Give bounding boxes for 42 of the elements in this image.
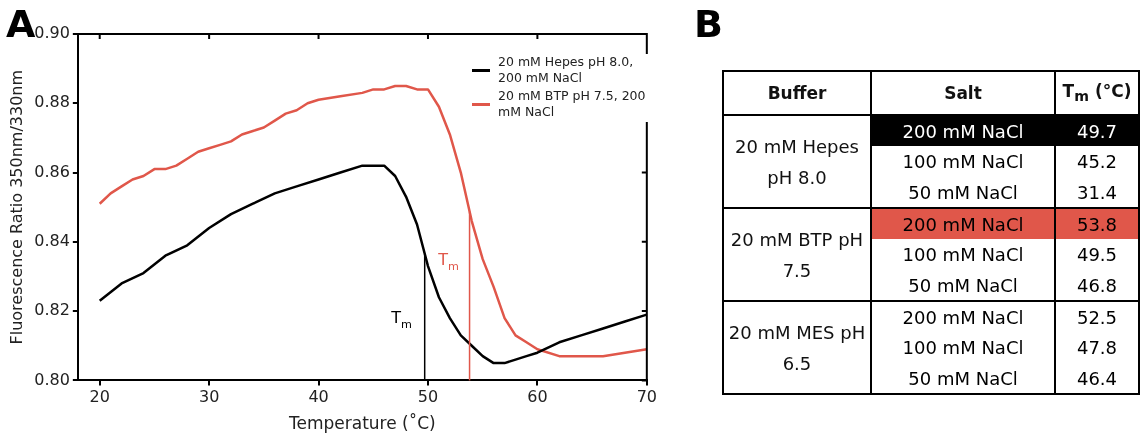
y-tick-label: 0.82 [34,300,70,320]
category-label: 100 mM NaCl [871,146,1055,177]
data-label: 49.7 [1055,115,1139,146]
category-label: 200 mM NaCl [871,208,1055,239]
x-axis-title: Temperature (˚C) [287,413,436,434]
text: 20 mM BTP pH 7.5 [723,208,871,301]
data-label: 53.8 [1055,208,1139,239]
data-label: 52.5 [1055,301,1139,332]
y-tick-label: 0.84 [34,231,70,250]
category-label: 200 mM NaCl [871,301,1055,332]
y-axis-title: Fluorescence Ratio 350nm/330nm [6,69,26,345]
x-tick-label: 40 [308,387,329,407]
category-label: 100 mM NaCl [871,239,1055,270]
y-tick-label: 0.90 [34,23,70,43]
data-label: 49.5 [1055,239,1139,270]
y-tick-label: 0.80 [34,369,70,389]
data-label: 46.4 [1055,363,1139,394]
category-label: 50 mM NaCl [871,270,1055,301]
x-tick-label: 30 [198,387,220,407]
text: B [694,2,723,46]
x-tick-label: 60 [527,387,548,407]
text: 20 mM Hepes pH 8.0 [723,115,871,208]
category-label: 50 mM NaCl [871,177,1055,208]
chart-title: A [6,2,36,46]
category-label: 200 mM NaCl [871,115,1055,146]
x-tick-label: 70 [636,387,657,407]
text: T$_{m}$ (°C) [1055,71,1139,115]
text: Buffer [723,71,871,115]
data-label: 47.8 [1055,332,1139,363]
data-label: 31.4 [1055,177,1139,208]
legend-label: 20 mM BTP pH 7.5, 200 mM NaCl [498,88,647,120]
data-label: 45.2 [1055,146,1139,177]
text: Salt [871,71,1055,115]
x-tick-label: 20 [89,387,110,407]
category-label: 50 mM NaCl [871,363,1055,394]
legend-label: 20 mM Hepes pH 8.0, 200 mM NaCl [498,54,635,86]
category-label: 100 mM NaCl [871,332,1055,363]
data-label: 46.8 [1055,270,1139,301]
text: 20 mM MES pH 6.5 [723,301,871,394]
x-tick-label: 50 [417,387,439,407]
y-tick-label: 0.86 [34,161,70,181]
y-tick-label: 0.88 [34,92,70,112]
